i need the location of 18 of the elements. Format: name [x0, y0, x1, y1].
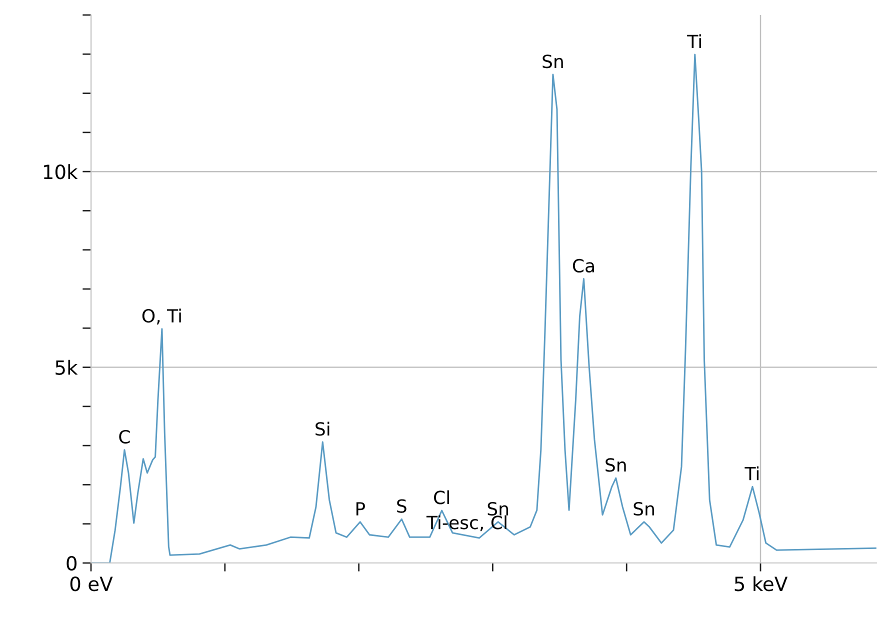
y-tick-label: 5k	[56, 360, 78, 375]
annotation: C	[119, 430, 130, 444]
annotation: Sn	[488, 502, 508, 516]
annotation: Si	[316, 422, 330, 436]
x-tick-label: 0 eV	[70, 576, 113, 592]
annotation: Sn	[606, 458, 626, 472]
x-tick-label: 5 keV	[734, 576, 788, 592]
y-tick-label: 0	[66, 556, 77, 571]
annotation: Ti	[687, 34, 701, 48]
annotation: Cl	[434, 490, 449, 504]
annotation: Ca	[572, 258, 594, 273]
annotation: Sn	[542, 54, 563, 68]
annotation: P	[356, 502, 365, 516]
annotation: O, Ti	[142, 308, 181, 324]
annotation: Sn	[634, 502, 654, 516]
annotation: Ti	[744, 466, 759, 480]
annotation: S	[397, 499, 406, 513]
y-tick-label: 10k	[44, 164, 78, 180]
